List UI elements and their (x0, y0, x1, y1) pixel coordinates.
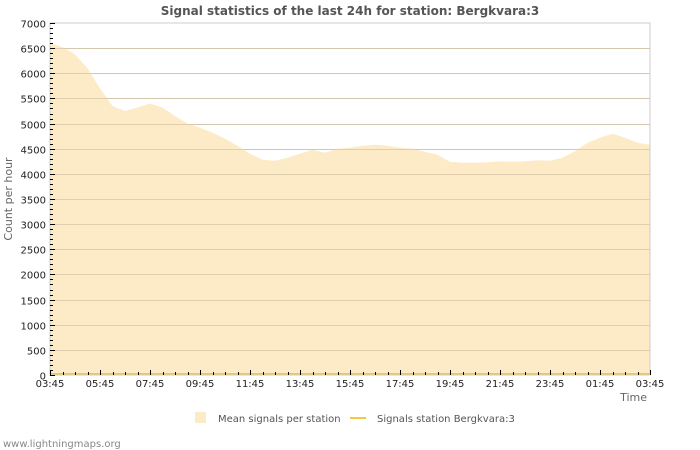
x-tick-label: 03:45 (36, 379, 65, 390)
x-tick-label: 01:45 (586, 379, 615, 390)
y-tick-label: 2000 (21, 271, 46, 282)
legend: Mean signals per station Signals station… (195, 412, 515, 425)
footer-link[interactable]: www.lightningmaps.org (3, 439, 121, 450)
x-tick-label: 15:45 (336, 379, 365, 390)
y-tick-label: 5500 (21, 95, 46, 106)
y-axis-label: Count per hour (2, 157, 15, 241)
legend-item-mean-signals: Mean signals per station (195, 412, 341, 425)
y-tick-label: 7000 (21, 20, 46, 31)
x-tick-label: 19:45 (436, 379, 465, 390)
x-tick-label: 09:45 (186, 379, 215, 390)
y-tick-label: 1500 (21, 297, 46, 308)
x-tick-label: 05:45 (86, 379, 115, 390)
y-tick-label: 6000 (21, 70, 46, 81)
y-tick-label: 2500 (21, 246, 46, 257)
x-axis: 03:45 05:45 07:45 09:45 11:45 13:45 15:45 17:45… (36, 370, 665, 390)
x-tick-label: 07:45 (136, 379, 165, 390)
y-tick-label: 500 (27, 347, 46, 358)
legend-item-station-signals: Signals station Bergkvara:3 (350, 414, 515, 425)
x-tick-label: 13:45 (286, 379, 315, 390)
legend-label: Mean signals per station (218, 414, 341, 425)
y-tick-label: 4500 (21, 146, 46, 157)
y-tick-label: 3500 (21, 196, 46, 207)
area-swatch-icon (195, 412, 206, 423)
line-swatch-icon (350, 417, 366, 419)
grid-lines-over-area (50, 48, 650, 351)
x-tick-label: 17:45 (386, 379, 415, 390)
y-axis: 0 500 1000 1500 2000 2500 3000 3500 4000 4500 5000… (21, 20, 55, 383)
x-tick-label: 11:45 (236, 379, 265, 390)
y-tick-label: 1000 (21, 322, 46, 333)
chart-title: Signal statistics of the last 24h for st… (161, 4, 539, 18)
y-tick-label: 6500 (21, 45, 46, 56)
x-tick-label: 21:45 (486, 379, 515, 390)
y-tick-label: 4000 (21, 171, 46, 182)
y-tick-label: 5000 (21, 121, 46, 132)
x-tick-label: 23:45 (536, 379, 565, 390)
x-axis-label: Time (619, 391, 647, 404)
mean-signals-area (50, 43, 650, 375)
x-tick-label: 03:45 (636, 379, 665, 390)
y-tick-label: 0 (40, 372, 46, 383)
legend-label: Signals station Bergkvara:3 (377, 414, 515, 425)
y-tick-label: 3000 (21, 221, 46, 232)
